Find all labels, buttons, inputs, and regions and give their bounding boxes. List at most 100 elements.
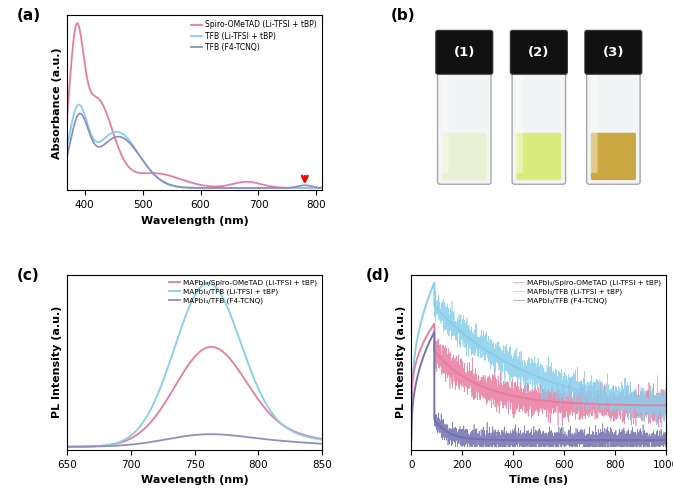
MAPbI₃/TFB (Li-TFSI + tBP) — [273, 416, 281, 422]
MAPbI₃/Spiro-OMeTAD (Li-TFSI + tBP) — [184, 362, 192, 368]
MAPbI₃/Spiro-OMeTAD (Li-TFSI + tBP) — [630, 399, 638, 405]
Text: (a): (a) — [16, 8, 40, 23]
MAPbI₃/Spiro-OMeTAD (Li-TFSI + tBP) — [437, 346, 445, 352]
TFB (Li-TFSI + tBP) — [211, 185, 219, 191]
FancyBboxPatch shape — [437, 65, 491, 184]
MAPbI₃/TFB (Li-TFSI + tBP) — [318, 437, 326, 443]
Spiro-OMeTAD (Li-TFSI + tBP) — [211, 184, 219, 190]
MAPbI₃/TFB (F4-TCNQ) — [407, 437, 415, 443]
Line: MAPbI₃/Spiro-OMeTAD (Li-TFSI + tBP): MAPbI₃/Spiro-OMeTAD (Li-TFSI + tBP) — [67, 347, 322, 446]
Legend: Spiro-OMeTAD (Li-TFSI + tBP), TFB (Li-TFSI + tBP), TFB (F4-TCNQ): Spiro-OMeTAD (Li-TFSI + tBP), TFB (Li-TF… — [189, 19, 318, 54]
FancyBboxPatch shape — [516, 132, 561, 180]
Line: TFB (Li-TFSI + tBP): TFB (Li-TFSI + tBP) — [67, 104, 322, 188]
MAPbI₃/Spiro-OMeTAD (Li-TFSI + tBP) — [516, 406, 524, 411]
MAPbI₃/Spiro-OMeTAD (Li-TFSI + tBP) — [430, 321, 438, 327]
TFB (Li-TFSI + tBP) — [218, 185, 226, 191]
MAPbI₃/TFB (Li-TFSI + tBP) — [430, 280, 438, 286]
FancyBboxPatch shape — [591, 132, 636, 180]
TFB (Li-TFSI + tBP) — [226, 185, 234, 191]
MAPbI₃/TFB (Li-TFSI + tBP) — [658, 424, 666, 430]
Line: MAPbI₃/TFB (F4-TCNQ): MAPbI₃/TFB (F4-TCNQ) — [411, 332, 666, 446]
MAPbI₃/TFB (Li-TFSI + tBP) — [630, 395, 638, 401]
MAPbI₃/TFB (F4-TCNQ) — [516, 428, 524, 434]
MAPbI₃/TFB (Li-TFSI + tBP) — [312, 436, 320, 442]
Line: MAPbI₃/TFB (Li-TFSI + tBP): MAPbI₃/TFB (Li-TFSI + tBP) — [67, 283, 322, 447]
Text: (2): (2) — [528, 46, 550, 59]
X-axis label: Wavelength (nm): Wavelength (nm) — [141, 216, 248, 226]
MAPbI₃/Spiro-OMeTAD (Li-TFSI + tBP) — [207, 344, 215, 350]
FancyBboxPatch shape — [512, 65, 565, 184]
MAPbI₃/TFB (Li-TFSI + tBP) — [505, 376, 513, 382]
MAPbI₃/TFB (F4-TCNQ) — [658, 438, 666, 444]
Y-axis label: PL Intensity (a.u.): PL Intensity (a.u.) — [396, 306, 406, 418]
FancyBboxPatch shape — [441, 132, 487, 180]
TFB (F4-TCNQ) — [218, 185, 226, 191]
MAPbI₃/TFB (F4-TCNQ) — [437, 424, 445, 430]
Spiro-OMeTAD (Li-TFSI + tBP) — [218, 183, 226, 189]
Legend: MAPbI₃/Spiro-OMeTAD (Li-TFSI + tBP), MAPbI₃/TFB (Li-TFSI + tBP), MAPbI₃/TFB (F4-: MAPbI₃/Spiro-OMeTAD (Li-TFSI + tBP), MAP… — [512, 278, 663, 305]
MAPbI₃/TFB (Li-TFSI + tBP) — [204, 280, 212, 286]
FancyBboxPatch shape — [510, 30, 567, 74]
Line: Spiro-OMeTAD (Li-TFSI + tBP): Spiro-OMeTAD (Li-TFSI + tBP) — [67, 23, 322, 188]
MAPbI₃/Spiro-OMeTAD (Li-TFSI + tBP) — [662, 411, 670, 417]
FancyBboxPatch shape — [590, 74, 598, 173]
Spiro-OMeTAD (Li-TFSI + tBP) — [73, 20, 81, 26]
MAPbI₃/TFB (F4-TCNQ) — [184, 432, 192, 438]
Spiro-OMeTAD (Li-TFSI + tBP) — [318, 185, 326, 191]
TFB (F4-TCNQ) — [63, 152, 71, 158]
MAPbI₃/TFB (Li-TFSI + tBP) — [516, 368, 524, 374]
MAPbI₃/TFB (F4-TCNQ) — [662, 433, 670, 439]
MAPbI₃/Spiro-OMeTAD (Li-TFSI + tBP) — [201, 346, 209, 352]
MAPbI₃/TFB (Li-TFSI + tBP) — [201, 280, 209, 286]
TFB (F4-TCNQ) — [79, 114, 87, 119]
FancyBboxPatch shape — [585, 30, 642, 74]
MAPbI₃/Spiro-OMeTAD (Li-TFSI + tBP) — [215, 346, 223, 352]
Y-axis label: PL Intensity (a.u.): PL Intensity (a.u.) — [52, 306, 62, 418]
FancyBboxPatch shape — [441, 74, 448, 173]
MAPbI₃/Spiro-OMeTAD (Li-TFSI + tBP) — [407, 402, 415, 408]
MAPbI₃/TFB (F4-TCNQ) — [215, 432, 223, 438]
MAPbI₃/TFB (F4-TCNQ) — [318, 441, 326, 447]
Y-axis label: Absorbance (a.u.): Absorbance (a.u.) — [52, 47, 62, 158]
Line: MAPbI₃/TFB (F4-TCNQ): MAPbI₃/TFB (F4-TCNQ) — [67, 434, 322, 446]
TFB (Li-TFSI + tBP) — [283, 185, 291, 191]
Text: (b): (b) — [391, 8, 416, 23]
TFB (Li-TFSI + tBP) — [63, 142, 71, 148]
Line: MAPbI₃/Spiro-OMeTAD (Li-TFSI + tBP): MAPbI₃/Spiro-OMeTAD (Li-TFSI + tBP) — [411, 324, 666, 426]
Text: (c): (c) — [16, 268, 39, 282]
X-axis label: Wavelength (nm): Wavelength (nm) — [141, 476, 248, 486]
TFB (Li-TFSI + tBP) — [79, 108, 87, 114]
Spiro-OMeTAD (Li-TFSI + tBP) — [79, 50, 87, 56]
MAPbI₃/TFB (F4-TCNQ) — [312, 440, 320, 446]
MAPbI₃/TFB (Li-TFSI + tBP) — [63, 444, 71, 450]
Spiro-OMeTAD (Li-TFSI + tBP) — [226, 182, 234, 188]
TFB (Li-TFSI + tBP) — [75, 102, 83, 107]
Spiro-OMeTAD (Li-TFSI + tBP) — [283, 185, 291, 191]
MAPbI₃/TFB (F4-TCNQ) — [207, 431, 215, 437]
MAPbI₃/Spiro-OMeTAD (Li-TFSI + tBP) — [186, 360, 194, 366]
MAPbI₃/TFB (F4-TCNQ) — [430, 329, 438, 335]
Spiro-OMeTAD (Li-TFSI + tBP) — [63, 111, 71, 117]
MAPbI₃/TFB (F4-TCNQ) — [186, 432, 194, 438]
MAPbI₃/TFB (Li-TFSI + tBP) — [407, 414, 415, 420]
MAPbI₃/TFB (F4-TCNQ) — [505, 442, 513, 448]
TFB (F4-TCNQ) — [226, 185, 234, 191]
MAPbI₃/TFB (Li-TFSI + tBP) — [662, 404, 670, 410]
TFB (F4-TCNQ) — [318, 185, 326, 191]
TFB (F4-TCNQ) — [211, 185, 219, 191]
MAPbI₃/TFB (Li-TFSI + tBP) — [186, 302, 194, 308]
MAPbI₃/Spiro-OMeTAD (Li-TFSI + tBP) — [654, 424, 662, 430]
Line: MAPbI₃/TFB (Li-TFSI + tBP): MAPbI₃/TFB (Li-TFSI + tBP) — [411, 283, 666, 428]
MAPbI₃/TFB (Li-TFSI + tBP) — [452, 320, 460, 326]
MAPbI₃/TFB (Li-TFSI + tBP) — [658, 406, 666, 411]
MAPbI₃/TFB (Li-TFSI + tBP) — [184, 306, 192, 312]
MAPbI₃/TFB (F4-TCNQ) — [201, 432, 209, 438]
MAPbI₃/TFB (F4-TCNQ) — [63, 444, 71, 450]
FancyBboxPatch shape — [516, 74, 523, 173]
FancyBboxPatch shape — [587, 65, 640, 184]
Text: (1): (1) — [454, 46, 475, 59]
MAPbI₃/Spiro-OMeTAD (Li-TFSI + tBP) — [658, 402, 666, 408]
MAPbI₃/Spiro-OMeTAD (Li-TFSI + tBP) — [63, 444, 71, 450]
MAPbI₃/Spiro-OMeTAD (Li-TFSI + tBP) — [273, 418, 281, 424]
MAPbI₃/Spiro-OMeTAD (Li-TFSI + tBP) — [505, 384, 513, 390]
